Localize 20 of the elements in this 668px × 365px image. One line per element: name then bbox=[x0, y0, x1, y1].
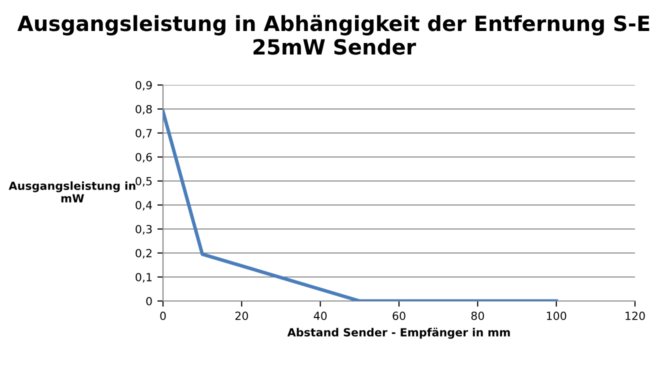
y-tick-label: 0,2 bbox=[136, 248, 152, 259]
x-tick-label: 80 bbox=[471, 312, 484, 320]
x-tick-label: 40 bbox=[314, 312, 327, 320]
y-tick-label: 0 bbox=[146, 296, 152, 306]
x-tick-label: 60 bbox=[392, 312, 406, 320]
y-axis-title: Ausgangsleistung in mW bbox=[8, 181, 136, 202]
x-tick-label: 120 bbox=[626, 312, 645, 320]
y-tick-label: 0,3 bbox=[136, 224, 152, 235]
y-tick-label: 0,9 bbox=[136, 80, 152, 91]
y-tick-label: 0,7 bbox=[136, 128, 152, 139]
y-tick-label: 0,1 bbox=[136, 272, 152, 283]
y-tick-label: 0,5 bbox=[136, 176, 152, 187]
y-tick-label: 0,8 bbox=[136, 104, 152, 115]
x-axis-title: Abstand Sender - Empfänger in mm bbox=[287, 328, 510, 339]
y-tick-label: 0,6 bbox=[136, 152, 152, 163]
x-tick-label: 0 bbox=[160, 312, 166, 320]
y-tick-label: 0,4 bbox=[136, 200, 152, 211]
x-tick-label: 100 bbox=[546, 312, 566, 320]
chart-title: Ausgangsleistung in Abhängigkeit der Entfernung S-E 25mW Sender bbox=[17, 14, 650, 55]
x-tick-label: 20 bbox=[235, 312, 248, 320]
